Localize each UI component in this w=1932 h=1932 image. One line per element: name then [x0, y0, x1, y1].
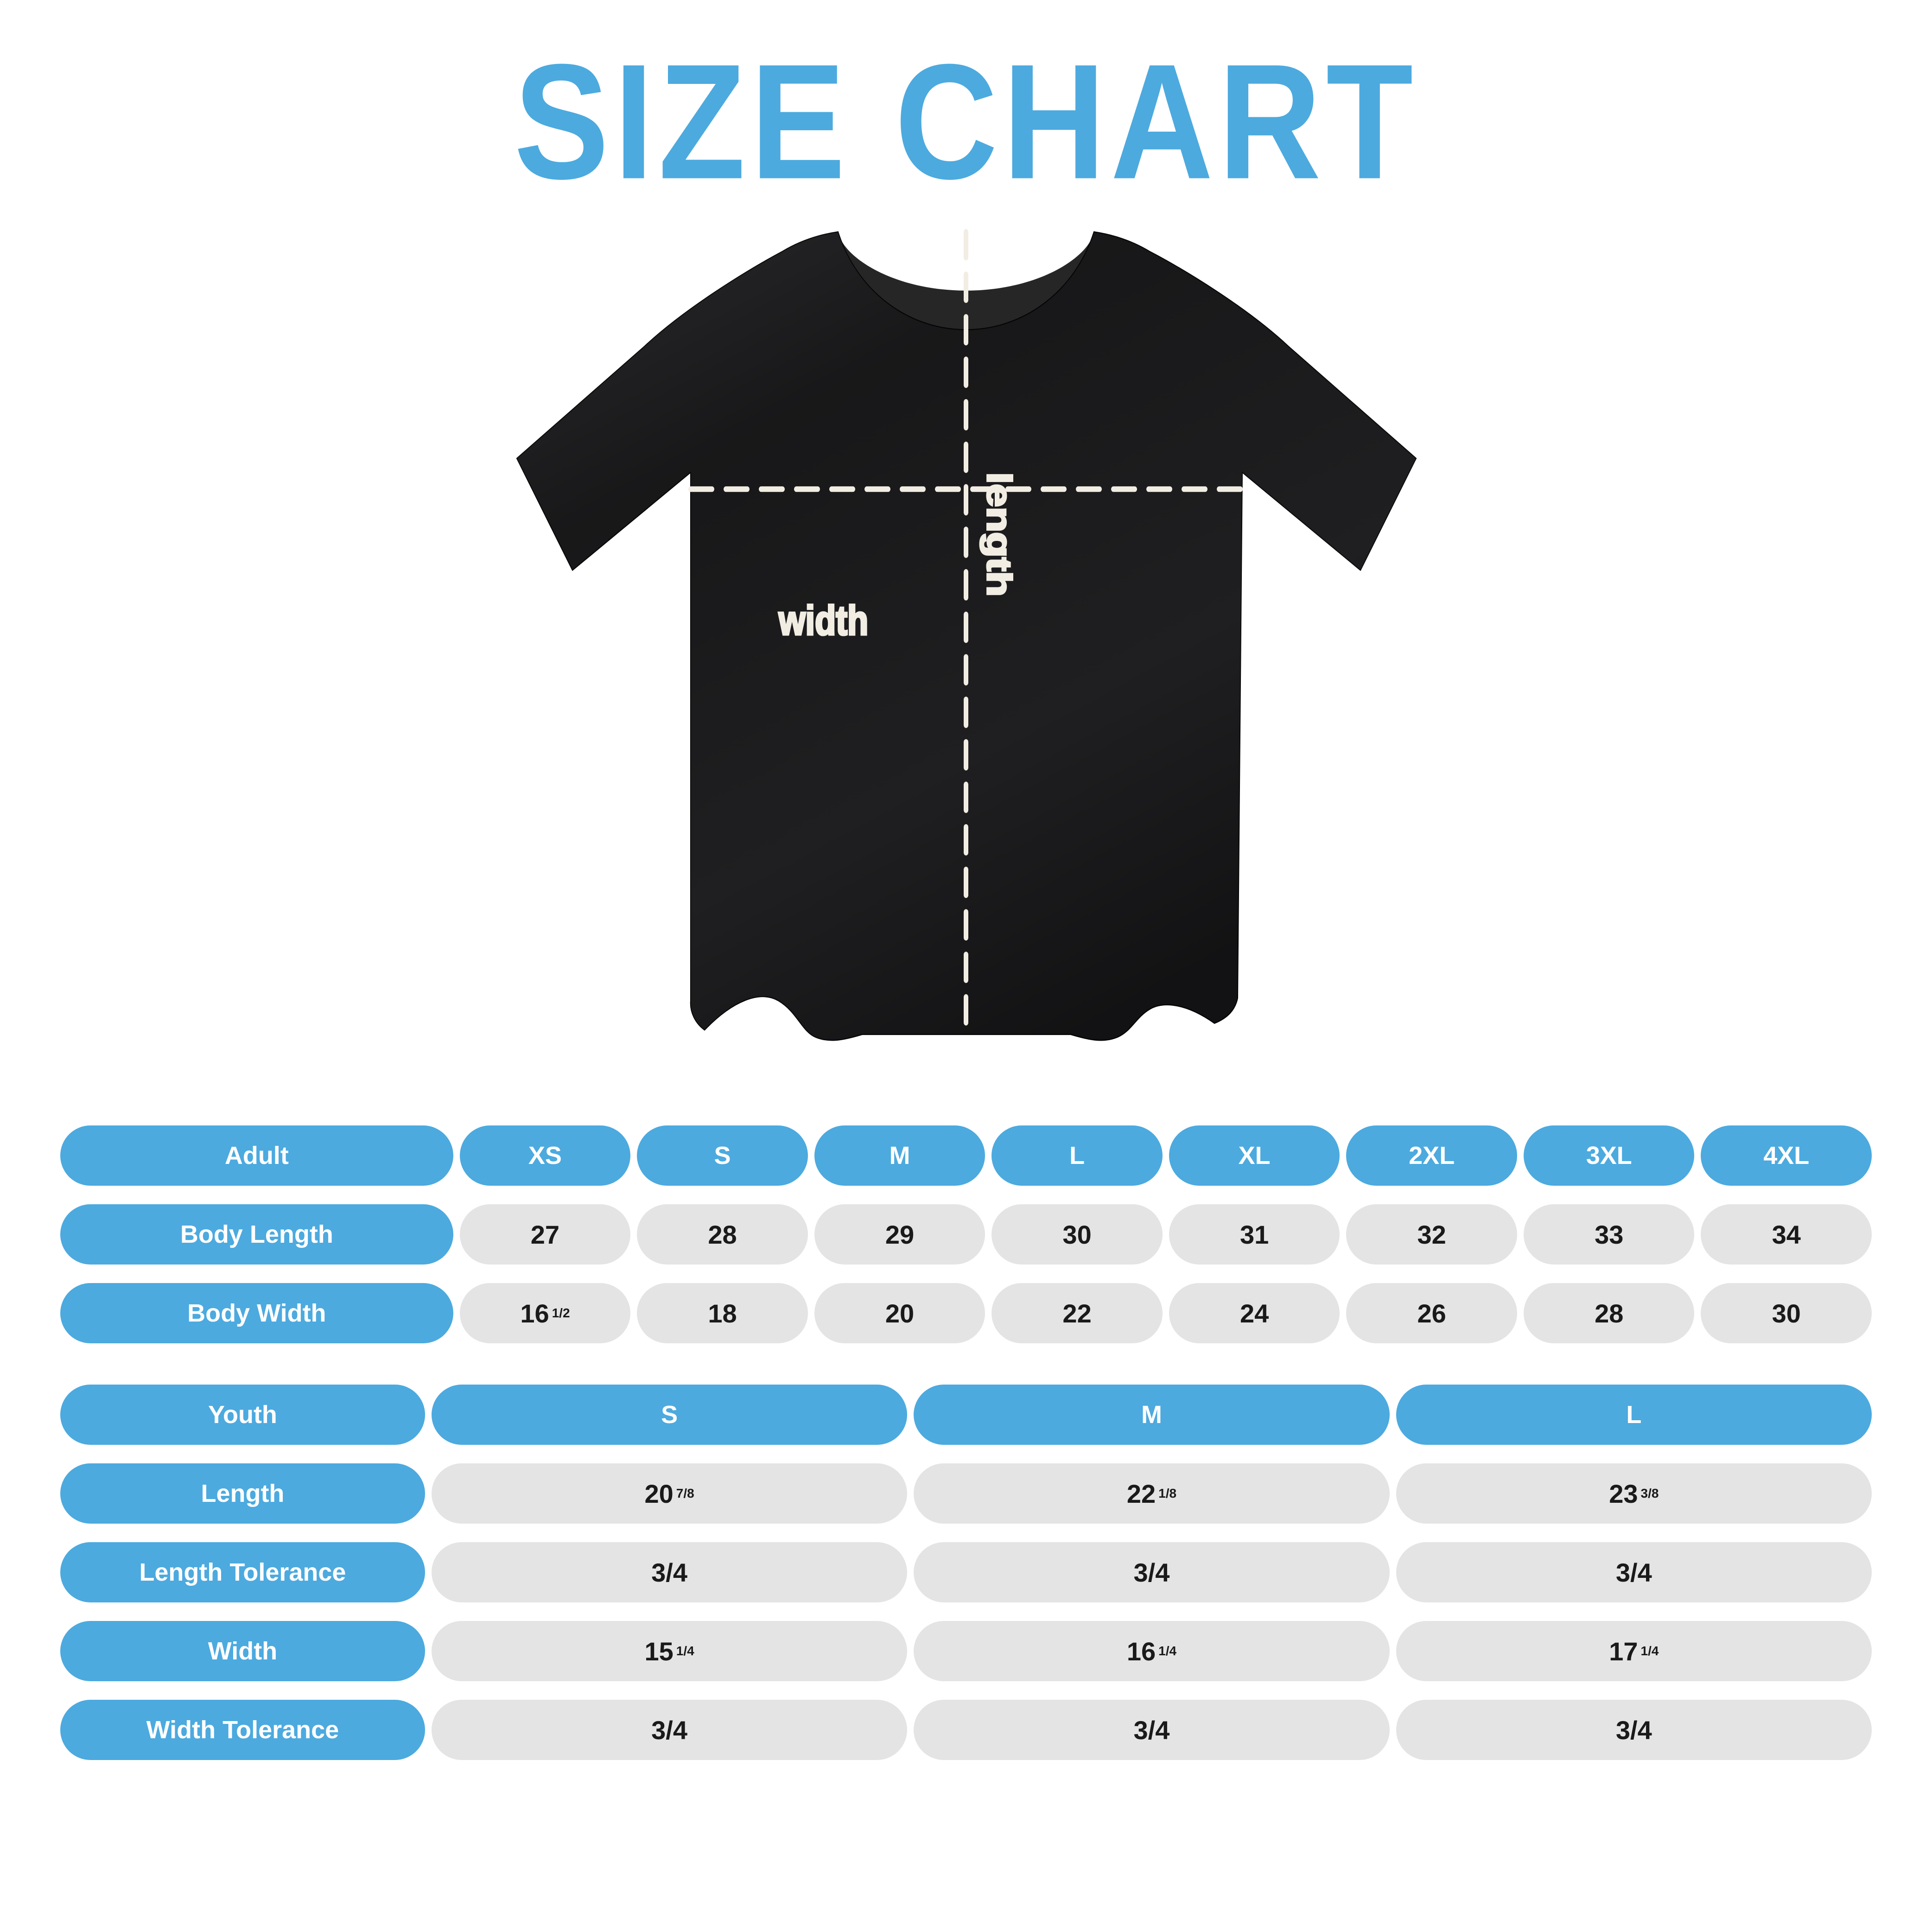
svg-text:width: width [778, 597, 868, 643]
svg-text:length: length [980, 472, 1018, 597]
